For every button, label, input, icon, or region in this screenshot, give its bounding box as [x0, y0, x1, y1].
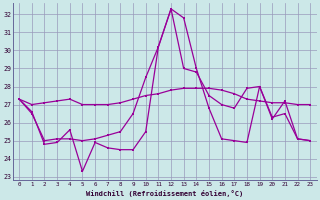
X-axis label: Windchill (Refroidissement éolien,°C): Windchill (Refroidissement éolien,°C) [86, 190, 243, 197]
